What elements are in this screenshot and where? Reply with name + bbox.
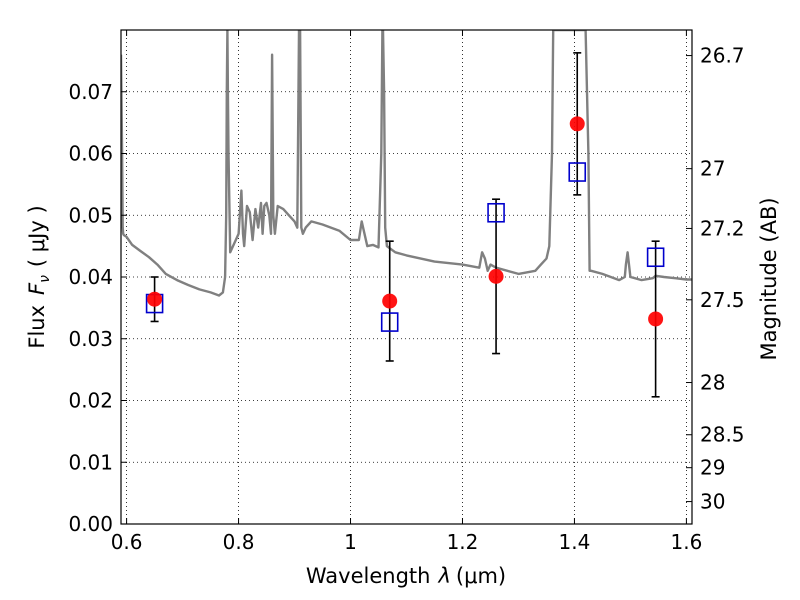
y2-axis-ticks: 26.7 27 27.2 27.5 28 28.5 29 30 [686,44,745,514]
model-square [646,247,665,268]
y2-tick-label: 29 [700,456,725,480]
y-tick-label: 0.04 [68,265,113,289]
x-tick-label: 1 [344,530,357,554]
observed-point [569,116,585,132]
x-tick-label: 1.4 [559,530,591,554]
y2-tick-label: 27.5 [700,288,745,312]
observed-point [488,268,504,284]
observed-point [147,291,163,307]
model-square [568,162,587,182]
y2-tick-label: 27 [700,157,725,181]
y-tick-label: 0.03 [68,327,113,351]
y2-tick-label: 28 [700,371,725,395]
y-tick-label: 0.07 [68,80,113,104]
y-tick-label: 0.05 [68,203,113,227]
model-square [487,202,505,223]
plot-background [121,30,692,524]
x-tick-label: 0.6 [111,530,143,554]
observed-point [382,293,398,309]
observed-photometry-points [147,116,664,327]
y-tick-label: 0.06 [68,142,113,166]
y-axis-label: FluxFν( μJy ) [25,205,53,348]
y2-axis-label: Magnitude (AB) [757,197,781,360]
x-tick-label: 1.6 [670,530,702,554]
x-axis-label: Wavelength λ (μm) [306,564,506,588]
x-tick-label: 0.8 [223,530,255,554]
y2-tick-label: 27.2 [700,216,745,240]
y2-tick-label: 28.5 [700,423,745,447]
y2-tick-label: 26.7 [700,44,745,68]
y-axis-ticks: 0.00 0.01 0.02 0.03 0.04 0.05 0.06 0.07 [68,80,127,536]
observed-point [648,311,664,327]
y2-tick-label: 30 [700,490,725,514]
y-tick-label: 0.01 [68,450,113,474]
model-spectrum-line [121,30,692,297]
x-axis-ticks: 0.6 0.8 1 1.2 1.4 1.6 [111,30,702,554]
y-tick-label: 0.00 [68,512,113,536]
x-tick-label: 1.2 [447,530,479,554]
model-square [380,312,399,332]
y-tick-label: 0.02 [68,389,113,413]
